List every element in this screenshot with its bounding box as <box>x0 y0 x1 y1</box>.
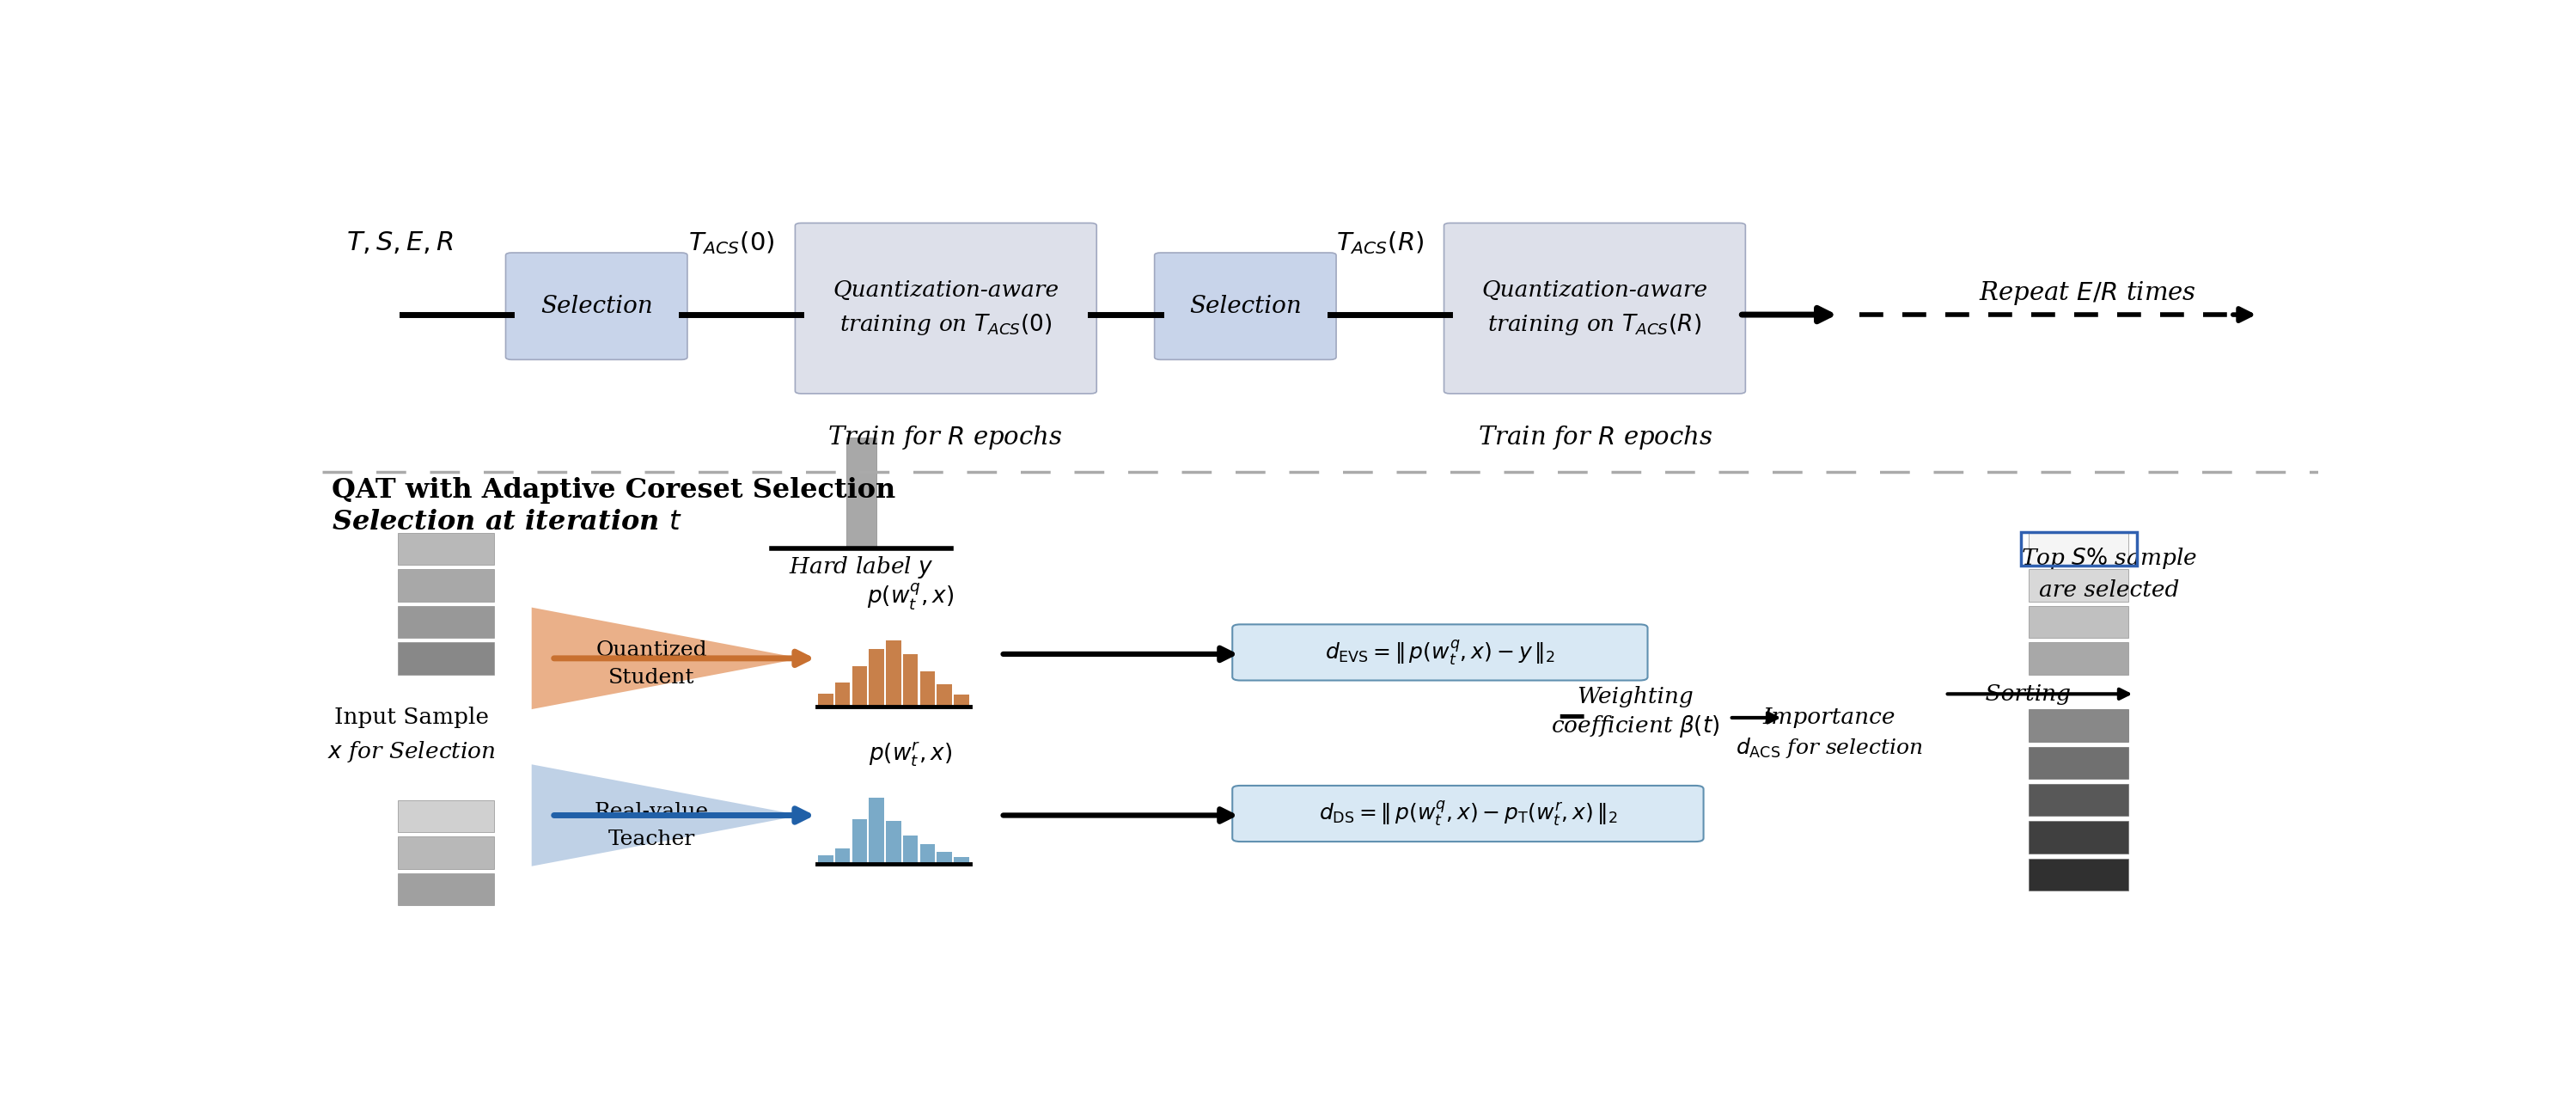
Bar <box>853 820 868 864</box>
Text: $T_{ACS}(0)$: $T_{ACS}(0)$ <box>688 229 775 256</box>
Bar <box>819 694 832 706</box>
Bar <box>397 570 495 602</box>
Bar <box>397 836 495 868</box>
Text: Selection at iteration $t$: Selection at iteration $t$ <box>332 509 683 536</box>
Bar <box>835 849 850 864</box>
Bar <box>2030 821 2128 853</box>
Text: $d_{\mathrm{ACS}}$ for selection: $d_{\mathrm{ACS}}$ for selection <box>1736 735 1922 759</box>
Text: $p(w_t^r, x)$: $p(w_t^r, x)$ <box>868 741 953 769</box>
Text: Quantization-aware
training on $T_{ACS}(R)$: Quantization-aware training on $T_{ACS}(… <box>1481 280 1708 337</box>
Bar <box>397 873 495 905</box>
Text: − Sorting: − Sorting <box>1960 683 2071 704</box>
Bar <box>953 695 969 706</box>
Bar <box>2022 532 2136 565</box>
Text: Quantized
Student: Quantized Student <box>595 640 706 688</box>
Text: Real-value
Teacher: Real-value Teacher <box>595 802 708 850</box>
Text: Hard label $y$: Hard label $y$ <box>788 554 933 581</box>
FancyBboxPatch shape <box>1231 625 1649 680</box>
FancyBboxPatch shape <box>1154 252 1337 359</box>
Bar <box>920 844 935 864</box>
Text: $p(w_t^q, x)$: $p(w_t^q, x)$ <box>868 582 956 612</box>
Bar <box>938 684 953 706</box>
Bar <box>2030 746 2128 779</box>
Bar <box>904 835 917 864</box>
Text: Weighting: Weighting <box>1577 685 1695 707</box>
Bar <box>886 821 902 864</box>
Bar <box>2030 784 2128 817</box>
Text: are selected: are selected <box>2038 580 2179 602</box>
Bar <box>835 683 850 706</box>
Text: Quantization-aware
training on $T_{ACS}(0)$: Quantization-aware training on $T_{ACS}(… <box>832 280 1059 337</box>
Bar <box>819 855 832 864</box>
Bar <box>868 649 884 706</box>
Text: $d_{\mathrm{DS}} = \|\, p(w_t^q, x) - p_{\mathrm{T}}(w_t^r, x)\,\|_2$: $d_{\mathrm{DS}} = \|\, p(w_t^q, x) - p_… <box>1319 799 1618 828</box>
Bar <box>920 671 935 706</box>
Bar <box>2030 710 2128 742</box>
Bar <box>2030 642 2128 674</box>
Text: Importance: Importance <box>1762 707 1896 728</box>
Text: $d_{\mathrm{EVS}} = \|\, p(w_t^q, x) - y\,\|_2$: $d_{\mathrm{EVS}} = \|\, p(w_t^q, x) - y… <box>1324 638 1556 667</box>
Bar <box>2030 532 2128 565</box>
Text: $T_{ACS}(R)$: $T_{ACS}(R)$ <box>1337 229 1425 256</box>
Text: QAT with Adaptive Coreset Selection: QAT with Adaptive Coreset Selection <box>332 477 896 504</box>
Bar <box>845 437 876 548</box>
Text: Train for $R$ epochs: Train for $R$ epochs <box>827 424 1061 452</box>
Text: Selection: Selection <box>1190 294 1301 317</box>
FancyBboxPatch shape <box>505 252 688 359</box>
Text: coefficient $\beta(t)$: coefficient $\beta(t)$ <box>1551 713 1721 739</box>
Bar <box>853 666 868 706</box>
Bar <box>397 642 495 674</box>
FancyBboxPatch shape <box>796 223 1097 393</box>
Text: −: − <box>1556 700 1587 736</box>
Bar <box>886 640 902 706</box>
Bar <box>904 655 917 706</box>
Polygon shape <box>531 765 801 866</box>
Bar <box>397 532 495 565</box>
Bar <box>868 798 884 864</box>
FancyBboxPatch shape <box>1445 223 1747 393</box>
Bar <box>2030 858 2128 890</box>
Bar <box>397 606 495 638</box>
Text: Train for $R$ epochs: Train for $R$ epochs <box>1479 424 1713 452</box>
Bar <box>2030 606 2128 638</box>
Text: Input Sample: Input Sample <box>335 707 489 728</box>
Text: $T, S, E, R$: $T, S, E, R$ <box>345 229 453 256</box>
Text: Selection: Selection <box>541 294 652 317</box>
Polygon shape <box>531 607 801 710</box>
Bar <box>938 852 953 864</box>
FancyBboxPatch shape <box>1231 786 1703 842</box>
Text: Top $S\%$ sample: Top $S\%$ sample <box>2020 545 2197 571</box>
Text: $x$ for Selection: $x$ for Selection <box>327 739 497 764</box>
Text: Repeat $E/R$ times: Repeat $E/R$ times <box>1978 280 2197 307</box>
Bar <box>953 857 969 864</box>
Bar <box>2030 570 2128 602</box>
Bar <box>397 800 495 832</box>
